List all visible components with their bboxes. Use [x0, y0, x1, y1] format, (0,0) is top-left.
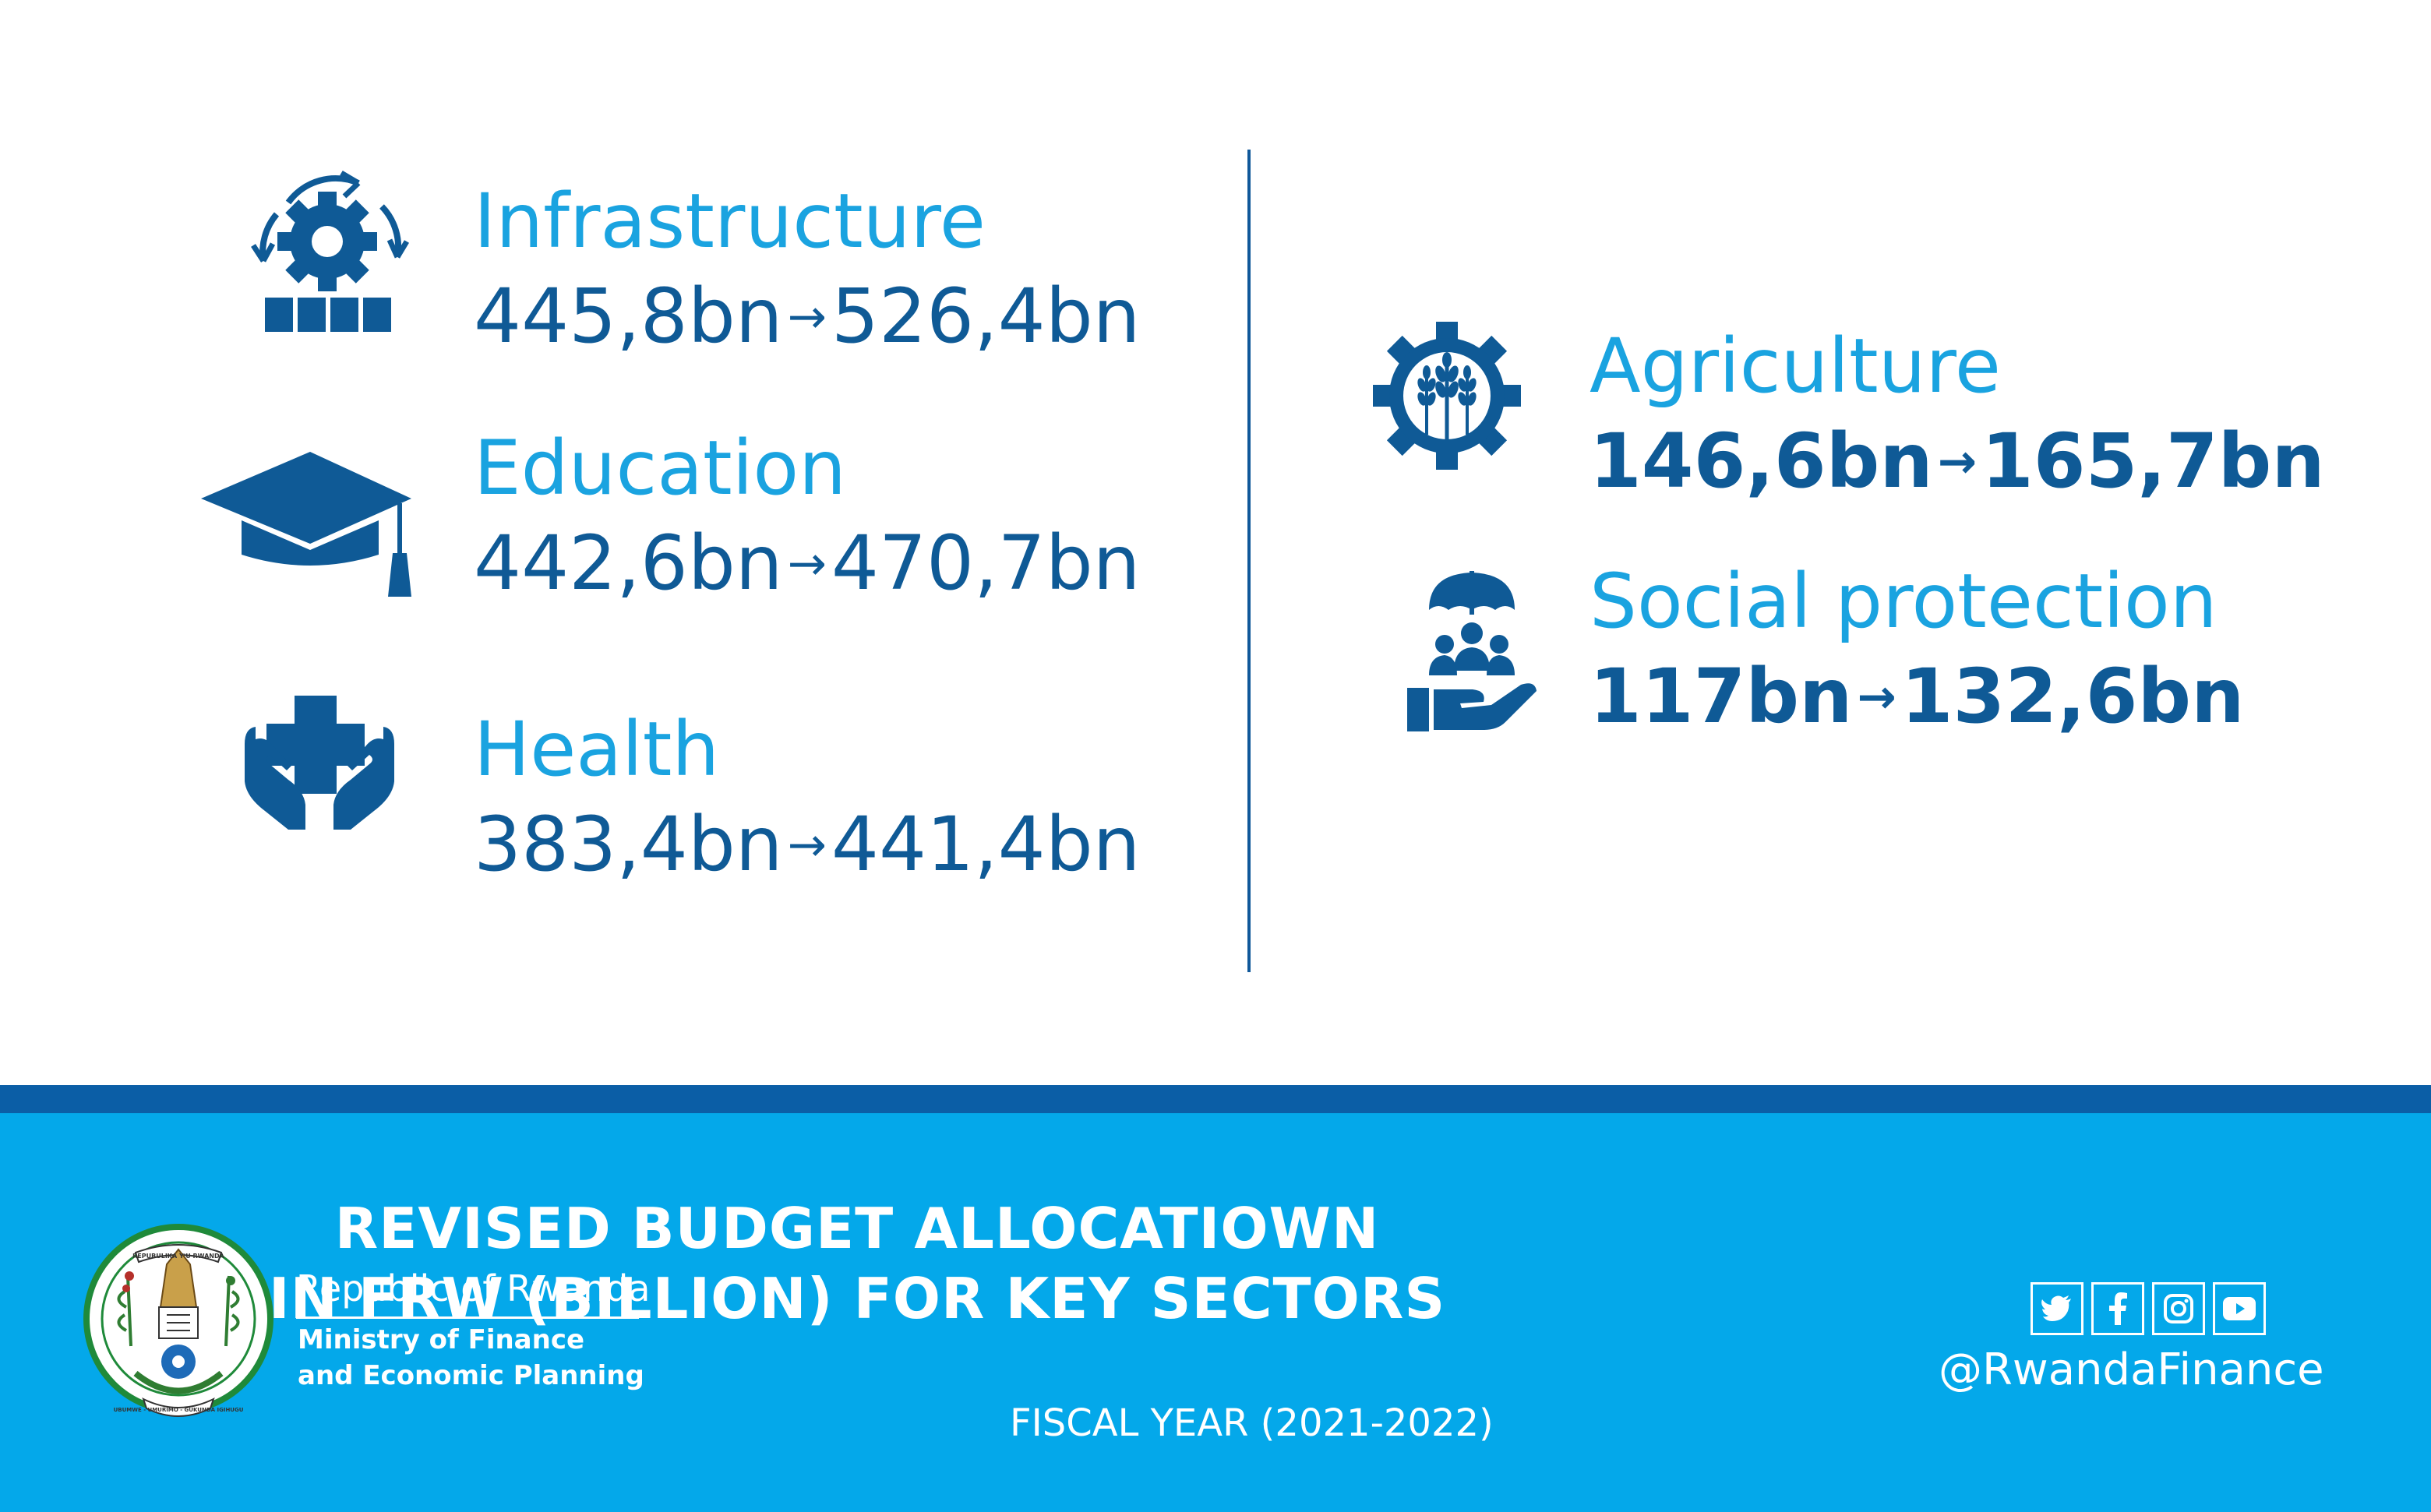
republic-label: Republic of Rwanda [296, 1267, 651, 1309]
ministry-line-1: Ministry of Finance [298, 1324, 585, 1355]
youtube-icon[interactable] [2213, 1282, 2266, 1335]
emblem-top-text: REPUBULIKA Y'U RWANDA [132, 1253, 225, 1260]
value-from: 442,6bn [474, 520, 783, 607]
social-handle[interactable]: @RwandaFinance [1939, 1345, 2324, 1395]
arrow-icon: → [787, 818, 827, 872]
arrow-icon: → [1937, 435, 1977, 489]
value-to: 526,4bn [831, 273, 1141, 360]
value-to: 470,7bn [831, 520, 1141, 607]
emblem-bottom-text: UBUMWE - UMURIMO - GUKUNDA IGIHUGU [114, 1407, 244, 1413]
graduation-cap-icon [201, 452, 411, 597]
column-divider [1247, 150, 1251, 972]
sector-values: 445,8bn →526,4bn [474, 273, 1141, 360]
value-from: 383,4bn [474, 801, 783, 888]
arrow-icon: → [787, 290, 827, 344]
sector-values: 117bn →132,6bn [1590, 653, 2244, 740]
value-to: 441,4bn [831, 801, 1141, 888]
instagram-icon[interactable] [2152, 1282, 2205, 1335]
footer-banner [0, 1113, 2431, 1512]
footer-stripe [0, 1085, 2431, 1113]
value-from: 445,8bn [474, 273, 783, 360]
value-from: 117bn [1590, 653, 1853, 740]
value-to: 165,7bn [1981, 418, 2325, 505]
arrow-icon: → [787, 537, 827, 591]
arrow-icon: → [1857, 670, 1896, 724]
fiscal-year-label: FISCAL YEAR (2021-2022) [1010, 1401, 1494, 1445]
twitter-icon[interactable] [2031, 1282, 2083, 1335]
title-line-1: REVISED BUDGET ALLOCATIOWN [334, 1196, 1380, 1261]
sector-name: Agriculture [1590, 322, 2001, 410]
health-hands-cross-icon [245, 696, 394, 830]
footer-rule [296, 1316, 639, 1319]
value-from: 146,6bn [1590, 418, 1933, 505]
infrastructure-gear-icon [251, 170, 410, 332]
sector-name: Infrastructure [474, 178, 986, 265]
sector-values: 146,6bn →165,7bn [1590, 418, 2325, 505]
sector-name: Social protection [1590, 558, 2218, 645]
facebook-icon[interactable] [2091, 1282, 2144, 1335]
umbrella-hand-people-icon [1407, 571, 1537, 731]
value-to: 132,6bn [1900, 653, 2245, 740]
sector-name: Education [474, 425, 846, 512]
sector-values: 442,6bn →470,7bn [474, 520, 1141, 607]
sector-values: 383,4bn →441,4bn [474, 801, 1141, 888]
rwanda-coat-of-arms-emblem: REPUBULIKA Y'U RWANDA UBUMWE - UMURIMO -… [83, 1224, 273, 1417]
wheat-gear-icon [1373, 322, 1521, 470]
ministry-line-2: and Economic Planning [298, 1360, 644, 1391]
sector-name: Health [474, 706, 720, 793]
title-line-2: IN FRW (BILLION) FOR KEY SECTORS [268, 1266, 1446, 1331]
